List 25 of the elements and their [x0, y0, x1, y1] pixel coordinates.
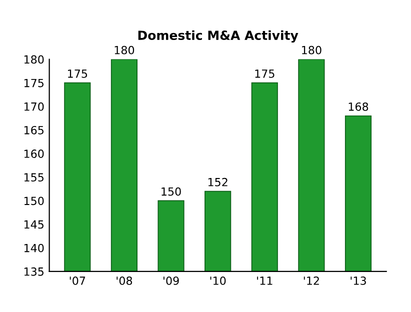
x-tick-label: '07 — [70, 276, 86, 285]
x-tick-label: '11 — [257, 276, 272, 285]
y-tick-label: 140 — [24, 244, 44, 252]
data-label: 175 — [255, 70, 274, 78]
y-tick-label: 165 — [24, 126, 44, 134]
data-label: 152 — [208, 178, 228, 186]
y-tick-label: 175 — [24, 78, 44, 88]
y-tick-label: 145 — [24, 220, 44, 229]
x-tick-label: '08 — [116, 276, 132, 285]
data-label: 175 — [68, 70, 88, 78]
data-label: 180 — [114, 46, 134, 54]
data-label: 150 — [162, 187, 181, 196]
y-tick-label: 150 — [24, 196, 44, 206]
y-tick-label: 160 — [24, 150, 44, 158]
x-tick-label: '10 — [210, 276, 226, 285]
y-tick-label: 170 — [24, 102, 44, 111]
y-tick-label: 180 — [24, 55, 44, 64]
x-tick-label: '09 — [163, 276, 179, 285]
x-tick-label: '12 — [304, 276, 319, 285]
x-tick-label: '13 — [350, 276, 366, 285]
y-tick-label: 135 — [24, 267, 44, 276]
y-tick-label: 155 — [24, 173, 44, 182]
chart-title: Domestic M&A Activity — [138, 30, 298, 43]
data-label: 180 — [302, 46, 322, 54]
data-label: 168 — [348, 102, 368, 111]
